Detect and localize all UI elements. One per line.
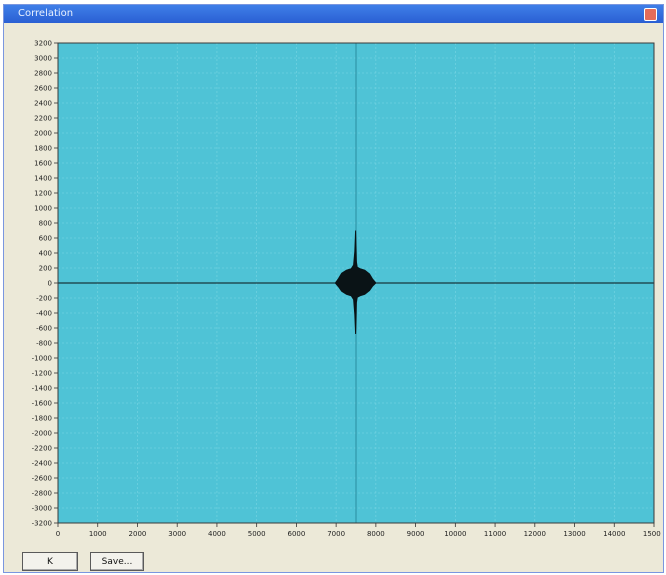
y-tick-label: -200	[36, 295, 52, 303]
x-tick-label: 3000	[168, 530, 186, 538]
x-tick-label: 8000	[367, 530, 385, 538]
x-tick-label: 9000	[407, 530, 425, 538]
y-tick-label: 2800	[34, 70, 52, 78]
window-title: Correlation	[18, 8, 74, 19]
y-tick-label: 1200	[34, 190, 52, 198]
correlation-chart: 0 1000 2000 3000 4000 5000 6000 7000 8000 9000 100…	[32, 40, 661, 539]
y-tick-label: 3200	[34, 40, 52, 48]
y-tick-label: 800	[39, 220, 52, 228]
y-tick-label: 1800	[34, 145, 52, 153]
y-tick-label: 1600	[34, 160, 52, 168]
y-tick-label: 3000	[34, 55, 52, 63]
save-button[interactable]: Save...	[90, 552, 144, 571]
y-tick-label: -1200	[32, 370, 52, 378]
correlation-peak	[58, 230, 654, 335]
y-tick-label: -800	[36, 340, 52, 348]
ok-button[interactable]: K	[22, 552, 78, 571]
plot-frame: 0 1000 2000 3000 4000 5000 6000 7000 8000 9000 100…	[10, 29, 661, 544]
y-tick-label: -600	[36, 325, 52, 333]
x-tick-label: 0	[56, 530, 60, 538]
y-tick-label: -2000	[32, 430, 52, 438]
close-icon[interactable]	[644, 8, 657, 21]
y-tick-label: 2400	[34, 100, 52, 108]
x-tick-label: 14000	[603, 530, 625, 538]
y-tick-label: 400	[39, 250, 52, 258]
y-tick-label: 2200	[34, 115, 52, 123]
y-tick-label: 2600	[34, 85, 52, 93]
y-tick-label: 1400	[34, 175, 52, 183]
x-tick-label: 7000	[327, 530, 345, 538]
y-tick-label: -1400	[32, 385, 52, 393]
y-tick-label: -2600	[32, 475, 52, 483]
y-tick-label: -1800	[32, 415, 52, 423]
y-tick-label: -2400	[32, 460, 52, 468]
x-tick-label: 12000	[524, 530, 546, 538]
x-tick-label: 2000	[129, 530, 147, 538]
y-tick-label: -2200	[32, 445, 52, 453]
y-tick-label: 200	[39, 265, 52, 273]
y-tick-label: -2800	[32, 490, 52, 498]
x-tick-label: 10000	[444, 530, 466, 538]
x-tick-label: 4000	[208, 530, 226, 538]
y-tick-label: 0	[48, 280, 52, 288]
y-tick-label: 1000	[34, 205, 52, 213]
y-tick-label: -3200	[32, 520, 52, 528]
x-tick-label: 1000	[89, 530, 107, 538]
x-tick-label: 13000	[563, 530, 585, 538]
title-bar: Correlation	[4, 5, 663, 23]
y-tick-label: -400	[36, 310, 52, 318]
correlation-window: Correlation 0 1000 2000 3000 4000 5000 6000 700…	[3, 4, 664, 573]
y-tick-label: -3000	[32, 505, 52, 513]
x-tick-label: 5000	[248, 530, 266, 538]
x-tick-label: 15000	[643, 530, 661, 538]
x-tick-label: 11000	[484, 530, 506, 538]
y-tick-label: 2000	[34, 130, 52, 138]
y-tick-label: -1000	[32, 355, 52, 363]
y-tick-label: 600	[39, 235, 52, 243]
y-tick-label: -1600	[32, 400, 52, 408]
x-tick-label: 6000	[287, 530, 305, 538]
